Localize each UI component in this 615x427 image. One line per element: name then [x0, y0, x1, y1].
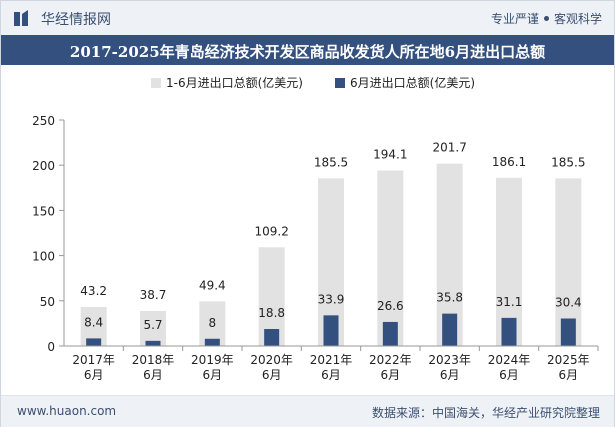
- title-bar: 2017-2025年青岛经济技术开发区商品收发货人所在地6月进出口总额: [1, 35, 614, 65]
- bar-total-h1: [377, 170, 404, 346]
- legend: 1-6月进出口总额(亿美元) 6月进出口总额(亿美元): [151, 75, 475, 90]
- y-tick-label: 50: [40, 295, 55, 309]
- bar-total-h1-label: 49.4: [199, 278, 226, 292]
- y-tick-label: 100: [32, 250, 55, 264]
- x-tick-label: 2024年: [488, 353, 531, 367]
- bar-total-h1: [555, 178, 582, 346]
- bar-total-h1-label: 186.1: [492, 155, 526, 169]
- footer-bar: www.huaon.com 数据来源：中国海关，华经产业研究院整理: [1, 395, 614, 427]
- bar-total-h1-label: 109.2: [254, 224, 288, 238]
- x-tick-label: 2018年: [132, 353, 175, 367]
- bars: 43.2 8.4 38.7 5.7 49.4 8 109.2 18.8 185.5 33.9 194…: [80, 141, 586, 346]
- bar-june: [382, 321, 398, 346]
- x-tick-label: 6月: [143, 368, 163, 382]
- bar-june-label: 33.9: [318, 292, 345, 306]
- x-tick-label: 2017年: [72, 353, 115, 367]
- y-tick-label: 250: [32, 114, 55, 128]
- x-tick-label: 2021年: [310, 353, 353, 367]
- bar-total-h1-label: 43.2: [80, 284, 107, 298]
- x-tick-label: 6月: [203, 368, 223, 382]
- x-tick-label: 2020年: [250, 353, 293, 367]
- bar-total-h1-label: 185.5: [551, 155, 585, 169]
- bar-june: [560, 318, 576, 346]
- y-axis: 0 50 100 150 200 250: [32, 114, 65, 354]
- bar-june-label: 31.1: [496, 295, 523, 309]
- huajing-logo-icon: [14, 10, 28, 26]
- slogan-dot-icon: [543, 16, 549, 21]
- y-tick-label: 200: [32, 159, 55, 173]
- legend-swatch-2: [335, 78, 345, 88]
- bar-total-h1-label: 201.7: [432, 141, 466, 155]
- y-tick-label: 0: [47, 340, 55, 354]
- slogan-left: 专业严谨: [490, 12, 539, 26]
- bar-june: [204, 338, 220, 346]
- x-tick-label: 6月: [262, 368, 282, 382]
- legend-label-2: 6月进出口总额(亿美元): [350, 75, 475, 90]
- bar-june-label: 8.4: [84, 315, 103, 329]
- bar-total-h1: [199, 301, 226, 346]
- bar-june: [86, 338, 102, 346]
- x-tick-label: 6月: [381, 368, 401, 382]
- bar-june-label: 18.8: [258, 306, 285, 320]
- bar-june: [323, 315, 339, 346]
- legend-swatch-1: [151, 78, 161, 88]
- bar-june-label: 30.4: [555, 296, 582, 310]
- x-tick-label: 2025年: [547, 353, 590, 367]
- bar-june-label: 5.7: [143, 318, 162, 332]
- bar-june-label: 8: [209, 316, 217, 330]
- x-tick-label: 2022年: [369, 353, 412, 367]
- bar-june-label: 35.8: [436, 291, 463, 305]
- bar-june: [501, 317, 517, 346]
- bar-total-h1-label: 185.5: [314, 155, 348, 169]
- legend-label-1: 1-6月进出口总额(亿美元): [166, 75, 303, 90]
- top-bar: 华经情报网 专业严谨 客观科学: [1, 1, 614, 36]
- x-tick-label: 6月: [559, 368, 579, 382]
- bar-june: [442, 313, 458, 346]
- x-tick-label: 6月: [440, 368, 460, 382]
- x-tick-label: 6月: [499, 368, 519, 382]
- x-tick-label: 2023年: [428, 353, 471, 367]
- brand-name: 华经情报网: [41, 12, 111, 28]
- bar-june: [145, 340, 161, 346]
- data-source: 数据来源：中国海关，华经产业研究院整理: [371, 406, 600, 420]
- slogan-right: 客观科学: [553, 12, 602, 26]
- bar-chart: 1-6月进出口总额(亿美元) 6月进出口总额(亿美元) 0 50 100 150 200 2…: [32, 75, 599, 382]
- bar-total-h1: [140, 311, 166, 346]
- bar-total-h1-label: 194.1: [373, 148, 407, 162]
- x-tick-label: 6月: [84, 368, 104, 382]
- x-axis: 2017年6月2018年6月2019年6月2020年6月2021年6月2022年…: [64, 345, 599, 382]
- bar-june-label: 26.6: [377, 299, 404, 313]
- x-tick-label: 6月: [321, 368, 341, 382]
- bar-total-h1-label: 38.7: [140, 288, 167, 302]
- bar-june: [264, 329, 280, 346]
- chart-title: 2017-2025年青岛经济技术开发区商品收发货人所在地6月进出口总额: [69, 43, 546, 61]
- slogan: 专业严谨 客观科学: [491, 10, 602, 27]
- y-tick-label: 150: [32, 204, 55, 218]
- website-link[interactable]: www.huaon.com: [17, 404, 117, 418]
- x-tick-label: 2019年: [191, 353, 234, 367]
